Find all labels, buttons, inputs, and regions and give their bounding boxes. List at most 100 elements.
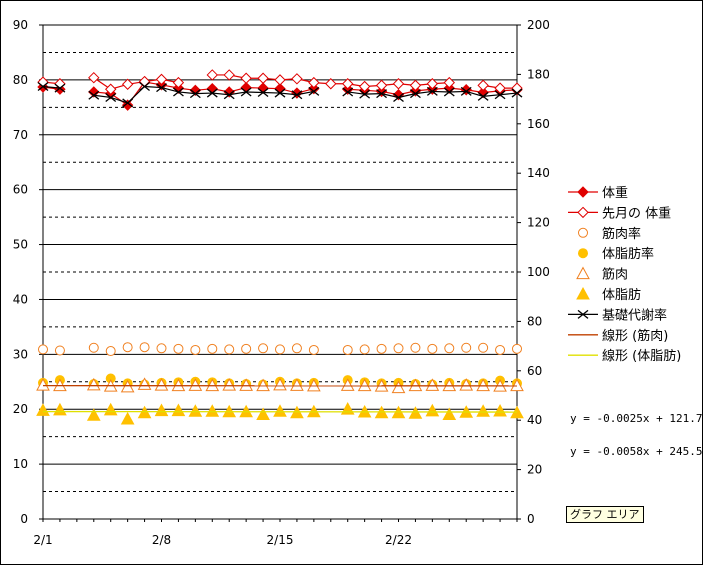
data-point (290, 378, 304, 391)
data-point (241, 343, 252, 354)
data-point (137, 377, 152, 390)
series-6 (37, 81, 523, 108)
data-point (38, 344, 48, 355)
legend-item: 筋肉率 (578, 226, 641, 242)
data-point (358, 80, 371, 93)
x-tick-label: 2/15 (267, 533, 294, 547)
legend-label: 線形 (体脂肪) (602, 348, 681, 364)
legend-marker (577, 206, 589, 219)
data-point (408, 406, 423, 419)
y-tick-label: 50 (13, 238, 28, 252)
data-point (275, 344, 285, 355)
data-point (511, 88, 523, 98)
data-point (291, 343, 302, 354)
data-point (188, 378, 203, 391)
data-point (375, 79, 388, 92)
data-point (122, 98, 134, 108)
data-point (308, 344, 319, 355)
legend-item: 体重 (568, 185, 628, 201)
data-point (461, 342, 472, 353)
data-point (477, 91, 489, 101)
data-point (171, 403, 186, 417)
data-point (120, 411, 135, 425)
y-tick-label: 10 (13, 457, 28, 471)
data-point (105, 346, 116, 357)
legend-item: 基礎代謝率 (568, 307, 667, 323)
data-point (172, 76, 185, 89)
data-point (393, 92, 404, 102)
data-point (36, 403, 50, 416)
legend-item: 線形 (筋肉) (568, 328, 668, 344)
series-2 (38, 342, 522, 357)
data-point (139, 81, 150, 91)
data-point (359, 344, 370, 355)
legend-marker (576, 266, 590, 280)
data-point (105, 92, 117, 102)
data-point (173, 343, 184, 354)
data-point (510, 378, 524, 392)
y2-tick-label: 100 (527, 265, 550, 279)
data-point (88, 90, 100, 100)
data-point (478, 342, 489, 353)
y2-tick-label: 40 (527, 413, 542, 427)
data-point (443, 76, 455, 89)
data-point (494, 82, 506, 94)
legend-item: 筋肉 (576, 266, 628, 283)
data-point (476, 404, 490, 417)
data-point (189, 89, 201, 99)
data-point (273, 404, 287, 417)
legend-item: 先月の 体重 (568, 205, 671, 221)
data-point (190, 344, 201, 355)
y-tick-label: 90 (13, 18, 28, 32)
legend-label: 体重 (602, 185, 628, 201)
data-point (393, 343, 404, 354)
data-point (442, 407, 457, 421)
data-point (86, 377, 101, 391)
data-point (443, 87, 455, 97)
legend-label: 体脂肪率 (602, 246, 654, 262)
data-point (391, 380, 406, 394)
data-point (494, 90, 506, 100)
data-point (376, 89, 387, 99)
legend-marker (578, 248, 588, 259)
y-tick-label: 20 (13, 402, 28, 416)
data-point (121, 78, 134, 90)
data-point (206, 88, 218, 98)
data-point (376, 343, 387, 354)
data-point (240, 72, 252, 84)
data-point (154, 403, 169, 417)
y-tick-label: 80 (13, 73, 28, 87)
data-point (240, 87, 252, 97)
data-point (206, 69, 218, 81)
data-point (155, 73, 168, 86)
data-point (86, 408, 101, 421)
data-point (88, 71, 100, 84)
legend-label: 基礎代謝率 (602, 307, 667, 323)
data-point (207, 343, 218, 354)
data-point (105, 83, 117, 95)
x-tick-label: 2/1 (33, 533, 52, 547)
data-point (258, 343, 269, 354)
data-point (223, 90, 235, 100)
data-point (122, 342, 133, 353)
data-point (444, 343, 455, 354)
data-point (410, 89, 421, 99)
data-point (88, 86, 100, 98)
data-point (493, 404, 507, 417)
y-tick-label: 60 (13, 183, 28, 197)
legend-label: 線形 (筋肉) (602, 328, 668, 344)
y2-tick-label: 120 (527, 216, 550, 230)
data-point (459, 378, 474, 391)
data-point (36, 378, 50, 391)
y2-tick-label: 140 (527, 166, 550, 180)
data-point (188, 404, 203, 417)
data-point (342, 78, 354, 90)
y2-tick-label: 80 (527, 314, 542, 328)
data-point (173, 87, 184, 97)
data-point (340, 378, 355, 391)
series-1 (37, 69, 523, 95)
data-point (308, 82, 320, 95)
data-point (408, 378, 423, 392)
